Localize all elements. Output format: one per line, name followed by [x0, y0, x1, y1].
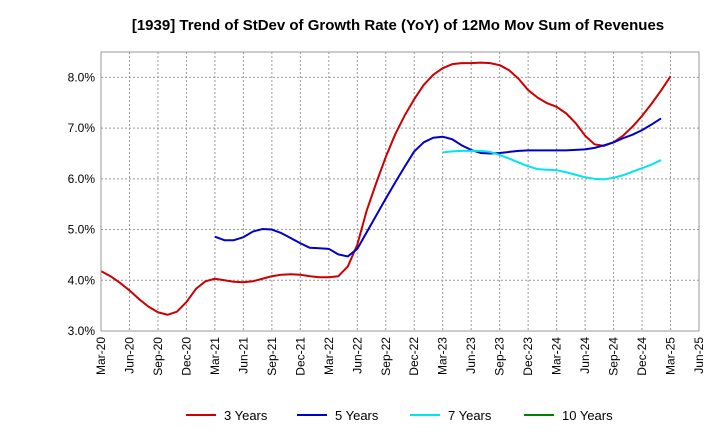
x-tick-label: Dec-23: [521, 337, 535, 376]
x-tick-label: Mar-23: [436, 337, 450, 375]
x-tick-label: Sep-21: [265, 337, 279, 376]
y-axis-ticks: 3.0% 4.0% 5.0% 6.0% 7.0% 8.0%: [68, 70, 96, 338]
x-tick-label: Sep-24: [607, 337, 621, 376]
x-tick-label: Jun-20: [122, 337, 136, 374]
series-lines: [100, 61, 672, 316]
plot-border: [100, 51, 700, 332]
x-tick-label: Mar-24: [550, 337, 564, 375]
legend-label: 7 Years: [448, 408, 492, 423]
y-tick-label: 6.0%: [68, 172, 96, 186]
y-tick-label: 5.0%: [68, 223, 96, 237]
grid: [101, 52, 699, 332]
legend-label: 10 Years: [562, 408, 613, 423]
series-line-3-years: [100, 61, 672, 316]
x-tick-label: Mar-21: [208, 337, 222, 375]
x-tick-label: Sep-20: [151, 337, 165, 376]
x-tick-label: Sep-23: [493, 337, 507, 376]
x-tick-label: Dec-20: [179, 337, 193, 376]
x-tick-label: Dec-22: [407, 337, 421, 376]
x-tick-label: Jun-25: [692, 337, 706, 374]
x-tick-label: Dec-21: [293, 337, 307, 376]
x-tick-label: Mar-25: [664, 337, 678, 375]
y-tick-label: 7.0%: [68, 121, 96, 135]
y-tick-label: 8.0%: [68, 70, 96, 84]
y-tick-label: 4.0%: [68, 273, 96, 287]
x-axis-ticks: Mar-20 Jun-20 Sep-20 Dec-20 Mar-21 Jun-21 Sep-…: [94, 337, 706, 376]
x-tick-label: Mar-22: [322, 337, 336, 375]
legend-label: 5 Years: [335, 408, 379, 423]
x-tick-label: Mar-20: [94, 337, 108, 375]
series-line-7-years: [442, 149, 662, 181]
x-tick-label: Jun-22: [350, 337, 364, 374]
y-tick-label: 3.0%: [68, 324, 96, 338]
x-tick-label: Jun-24: [578, 337, 592, 374]
legend: 3 Years 5 Years 7 Years 10 Years: [186, 408, 613, 423]
legend-label: 3 Years: [224, 408, 268, 423]
chart-title: [1939] Trend of StDev of Growth Rate (Yo…: [132, 17, 664, 34]
x-tick-label: Dec-24: [635, 337, 649, 376]
x-tick-label: Jun-21: [236, 337, 250, 374]
x-tick-label: Sep-22: [379, 337, 393, 376]
series-line-5-years: [214, 117, 662, 258]
x-tick-label: Jun-23: [464, 337, 478, 374]
